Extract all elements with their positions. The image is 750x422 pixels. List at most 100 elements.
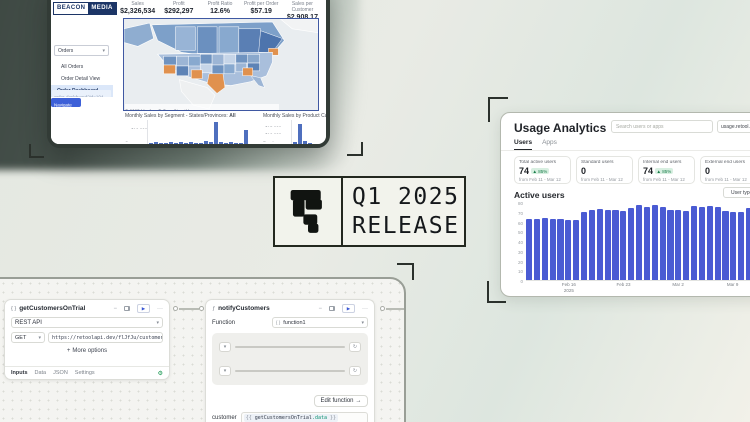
- active-users-bar: [691, 205, 698, 280]
- mini-bar: [308, 143, 312, 144]
- more-options-icon[interactable]: ···: [157, 305, 163, 312]
- segment-chart-title-text: Monthly Sales by Segment - States/Provin…: [125, 113, 230, 119]
- release-badge: Q1 2025 RELEASE: [273, 176, 466, 247]
- query-tab-settings[interactable]: Settings: [74, 370, 95, 376]
- resource-select-value: REST API: [15, 319, 42, 326]
- query-panel-getCustomersOnTrial: { } getCustomersOnTrial − ▶ ··· REST API…: [4, 299, 170, 380]
- edit-function-button[interactable]: Edit function →: [314, 395, 368, 407]
- function-preview-box: ▾ ↻ ▾ ↻: [212, 333, 368, 385]
- y-tick-label: 30: [517, 249, 523, 255]
- filter-icon: ▾: [219, 366, 231, 376]
- mini-bar: [154, 142, 158, 144]
- tab-users[interactable]: Users: [514, 139, 533, 150]
- connector-dot-right[interactable]: [199, 306, 204, 311]
- metric-label: Profit Ratio: [207, 1, 233, 7]
- metric-value: $292,297: [164, 8, 194, 15]
- segment-chart-row-label: Consumer: [125, 136, 149, 142]
- panel-icon[interactable]: [124, 306, 130, 311]
- segment-chart-row-label-text: Consumer: [125, 141, 146, 142]
- crop-mark-usage-bottom-left: [487, 281, 506, 303]
- workflow-canvas[interactable]: { } getCustomersOnTrial − ▶ ··· REST API…: [0, 277, 406, 422]
- metric-label: Sales: [131, 1, 144, 7]
- x-tick-label: Mar 2: [672, 282, 684, 287]
- query-tab-json[interactable]: JSON: [53, 370, 68, 376]
- query-panel-header: { } getCustomersOnTrial − ▶ ···: [5, 300, 169, 316]
- method-select[interactable]: GET ▾: [11, 332, 45, 343]
- connector-line-1: [179, 308, 199, 310]
- panel-icon[interactable]: [329, 306, 335, 311]
- code-chip: {{ getCustomersOnTrial.data }}: [243, 414, 339, 422]
- chart-plot: [526, 203, 750, 281]
- run-query-button[interactable]: ▶: [137, 304, 150, 313]
- gear-icon[interactable]: ⚙: [157, 370, 163, 377]
- arrow-right-icon: →: [355, 398, 362, 404]
- navigate-button[interactable]: Navigate: [51, 98, 81, 107]
- minimize-icon[interactable]: −: [113, 305, 117, 312]
- function-select[interactable]: { } function1 ▾: [272, 317, 368, 328]
- function-panel-title: notifyCustomers: [218, 305, 270, 312]
- mini-bar: [149, 143, 153, 144]
- connector-dot-left[interactable]: [173, 306, 178, 311]
- tab-apps[interactable]: Apps: [542, 139, 557, 146]
- active-users-bar: [557, 218, 564, 280]
- chip-open: {{: [245, 415, 252, 421]
- user-types-button[interactable]: User types: [723, 187, 750, 198]
- chip-name: getCustomersOnTrial: [251, 415, 312, 421]
- run-function-button[interactable]: ▶: [342, 304, 355, 313]
- connector-dot-out[interactable]: [380, 306, 385, 311]
- active-users-bar: [612, 209, 619, 280]
- metric-column: Sales $2,326,534: [117, 1, 158, 17]
- more-options-button[interactable]: + More options: [5, 348, 169, 354]
- sidebar-item-all-orders[interactable]: All Orders: [61, 64, 84, 70]
- mini-bar: [219, 142, 223, 144]
- customer-param-input[interactable]: {{ getCustomersOnTrial.data }}: [240, 412, 368, 422]
- url-input[interactable]: https://retoolapi.dev/flJfJu/customers: [48, 332, 163, 343]
- refresh-icon: ↻: [349, 366, 361, 376]
- mini-bar: [234, 143, 238, 144]
- x-tick-label: Feb 23: [616, 282, 631, 287]
- chevron-down-icon: ▾: [38, 334, 41, 341]
- product-chart-ytick2-text: $10,000: [265, 133, 281, 134]
- user-types-button-label: User types: [731, 189, 750, 196]
- mini-bar: [164, 143, 168, 144]
- metric-value: $2,326,534: [120, 8, 156, 15]
- release-badge-line1: Q1 2025: [352, 184, 460, 211]
- mini-bar: [189, 142, 193, 144]
- braces-icon: { }: [276, 320, 281, 325]
- more-options-icon[interactable]: ···: [362, 305, 368, 312]
- query-tab-data[interactable]: Data: [34, 370, 47, 376]
- function-select-value: function1: [283, 319, 306, 326]
- mini-bar: [174, 143, 178, 144]
- play-icon: ▶: [346, 305, 351, 311]
- active-users-bar: [730, 211, 737, 280]
- metric-card-value-row: 0: [705, 166, 750, 176]
- usage-search-input[interactable]: Search users or apps: [611, 120, 713, 133]
- product-chart-ytick1-text: $15,000: [265, 126, 281, 127]
- connector-line-2: [386, 308, 404, 310]
- choropleth-map[interactable]: © 2025 Mapbox © OpenStreetMap: [123, 18, 319, 111]
- orders-dropdown[interactable]: Orders ▾: [54, 45, 109, 56]
- mini-bar: [159, 143, 163, 144]
- query-panel-title: getCustomersOnTrial: [19, 305, 86, 312]
- method-select-value: GET: [15, 334, 27, 341]
- minimize-icon[interactable]: −: [318, 305, 322, 312]
- active-users-bar: [596, 208, 603, 280]
- mini-bar: [199, 143, 203, 144]
- mini-bar: [244, 130, 248, 144]
- refresh-icon: ↻: [349, 342, 361, 352]
- chart-y-axis: 80 70 60 50 40 30 20 10 0: [511, 201, 523, 284]
- metric-card-value: 74: [643, 166, 654, 176]
- query-tab-inputs[interactable]: Inputs: [11, 370, 28, 376]
- metric-value: 12.6%: [210, 8, 230, 15]
- sidebar-item-order-detail-view[interactable]: Order Detail View: [61, 76, 101, 82]
- y-tick-label: 10: [517, 269, 523, 275]
- environment-dropdown[interactable]: usage.retool.dev ▾: [717, 120, 750, 133]
- metric-card-value-row: 74 ▲ 85%: [519, 166, 566, 176]
- resource-select[interactable]: REST API ▾: [11, 317, 163, 328]
- active-users-bar: [675, 209, 682, 280]
- y-tick-label: 40: [517, 240, 523, 245]
- active-users-chart: 80 70 60 50 40 30 20 10 0 Feb 16 2025 Feb 23 Mar 2 M…: [511, 201, 750, 293]
- filter-icon: ▾: [219, 342, 231, 352]
- metric-column: Profit Ratio 12.6%: [199, 1, 240, 17]
- dashboard-metrics: Sales $2,326,534 Profit $292,297 Profit Rati…: [117, 1, 323, 21]
